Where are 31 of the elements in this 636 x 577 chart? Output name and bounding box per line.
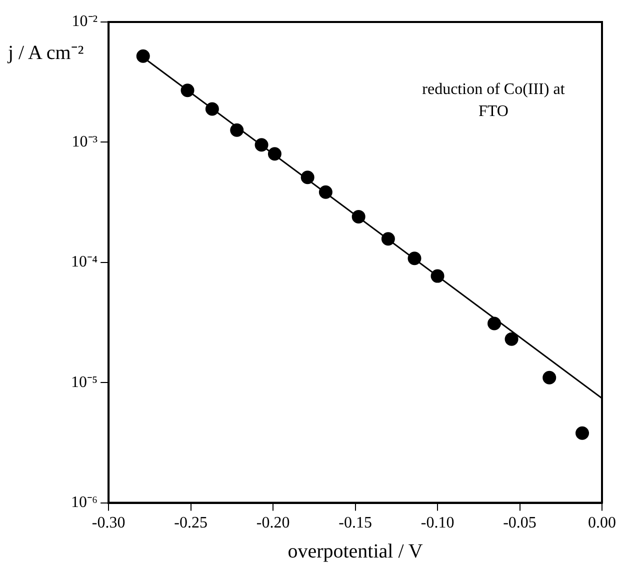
point xyxy=(180,84,194,98)
x-tick-label: -0.15 xyxy=(338,514,372,532)
point xyxy=(268,147,282,161)
point xyxy=(576,426,590,440)
y-axis-title: j / A cm⁻² xyxy=(8,41,84,65)
point xyxy=(430,269,444,283)
point xyxy=(381,232,395,246)
y-tick-label: 10⁻⁵ xyxy=(71,374,98,391)
x-tick-label: -0.20 xyxy=(256,514,290,532)
point xyxy=(352,210,366,224)
point xyxy=(408,252,422,266)
point xyxy=(205,102,219,116)
y-tick-label: 10⁻⁴ xyxy=(71,254,98,271)
y-tick-label: 10⁻³ xyxy=(72,133,98,150)
point xyxy=(488,316,502,330)
point xyxy=(300,170,314,184)
annotation: reduction of Co(III) at FTO xyxy=(422,81,566,120)
point xyxy=(504,332,518,346)
point xyxy=(136,49,150,63)
x-tick-label: 0.00 xyxy=(588,514,616,532)
point xyxy=(254,138,268,152)
point xyxy=(542,370,556,384)
x-tick-label: -0.30 xyxy=(92,514,126,532)
point xyxy=(230,123,244,137)
x-tick-label: -0.05 xyxy=(503,514,536,532)
x-tick-label: -0.10 xyxy=(420,514,454,532)
point xyxy=(318,185,332,199)
y-tick-label: 10⁻² xyxy=(72,13,98,30)
x-tick-label: -0.25 xyxy=(174,514,208,532)
x-axis-title: overpotential / V xyxy=(288,540,424,562)
y-tick-label: 10⁻⁶ xyxy=(71,494,98,512)
